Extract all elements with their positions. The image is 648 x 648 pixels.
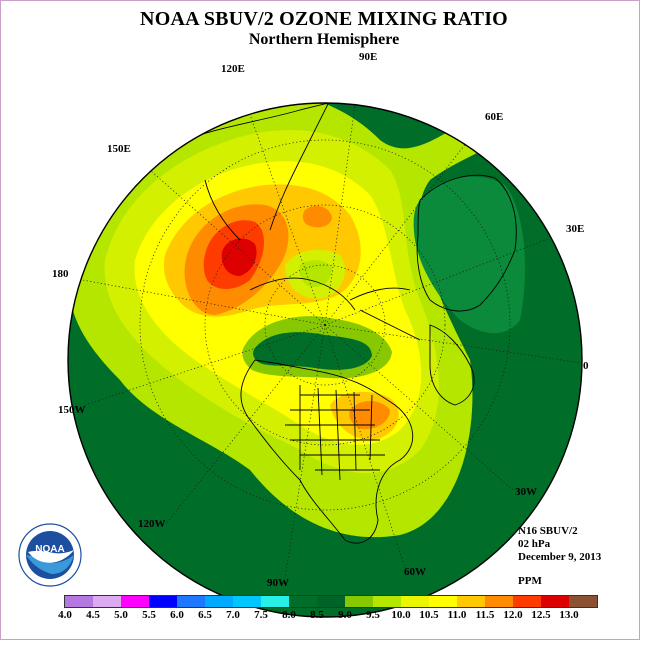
colorbar-swatch bbox=[541, 596, 569, 607]
contour-11-5-north bbox=[302, 205, 332, 228]
map-subtitle: Northern Hemisphere bbox=[248, 31, 400, 48]
colorbar-swatch bbox=[429, 596, 457, 607]
units-label: PPM bbox=[518, 575, 542, 587]
noaa-logo: NOAA bbox=[18, 523, 82, 587]
contour-12-5 bbox=[221, 238, 257, 276]
colorbar-tick-label: 7.5 bbox=[254, 609, 268, 621]
colorbar-tick-label: 13.0 bbox=[559, 609, 579, 621]
lon-label-120e: 120E bbox=[221, 63, 245, 75]
colorbar-tick-label: 9.5 bbox=[366, 609, 380, 621]
graticule bbox=[71, 103, 582, 579]
satellite-label: N16 SBUV/2 bbox=[518, 525, 578, 537]
map-boundary bbox=[67, 102, 583, 618]
contour-11-5-east bbox=[349, 401, 390, 430]
lon-label-150w: 150W bbox=[58, 404, 86, 416]
colorbar-tick-label: 6.5 bbox=[198, 609, 212, 621]
colorbar-tick-label: 10.5 bbox=[419, 609, 439, 621]
atlantic-low bbox=[413, 176, 525, 334]
lon-label-180: 180 bbox=[52, 268, 69, 280]
colorbar-swatch bbox=[457, 596, 485, 607]
date-label: December 9, 2013 bbox=[518, 551, 602, 563]
colorbar-tick-label: 6.0 bbox=[170, 609, 184, 621]
ozone-field bbox=[68, 103, 582, 617]
lon-label-30e: 30E bbox=[566, 223, 585, 235]
colorbar-swatch bbox=[345, 596, 373, 607]
colorbar-swatch bbox=[401, 596, 429, 607]
colorbar-swatch bbox=[65, 596, 93, 607]
lon-label-90e: 90E bbox=[359, 51, 378, 63]
contour-pole-ring-inner bbox=[299, 260, 332, 288]
colorbar-swatch bbox=[149, 596, 177, 607]
colorbar-swatch bbox=[317, 596, 345, 607]
colorbar-swatch bbox=[177, 596, 205, 607]
colorbar-tick-label: 5.5 bbox=[142, 609, 156, 621]
colorbar-swatch bbox=[513, 596, 541, 607]
colorbar-swatch bbox=[233, 596, 261, 607]
colorbar-tick-label: 4.0 bbox=[58, 609, 72, 621]
colorbar-swatch bbox=[93, 596, 121, 607]
colorbar-tick-label: 8.0 bbox=[282, 609, 296, 621]
colorbar-swatch bbox=[205, 596, 233, 607]
lon-label-60e: 60E bbox=[485, 111, 504, 123]
colorbar-tick-label: 10.0 bbox=[391, 609, 411, 621]
colorbar-tick-label: 9.0 bbox=[338, 609, 352, 621]
colorbar-swatch bbox=[569, 596, 597, 607]
colorbar-swatch bbox=[485, 596, 513, 607]
colorbar-tick-label: 5.0 bbox=[114, 609, 128, 621]
colorbar-tick-label: 12.5 bbox=[531, 609, 551, 621]
colorbar-swatch bbox=[261, 596, 289, 607]
lon-label-60w: 60W bbox=[404, 566, 426, 578]
colorbar-tick-label: 7.0 bbox=[226, 609, 240, 621]
lon-label-0: 0 bbox=[583, 360, 589, 372]
coastlines bbox=[199, 103, 517, 544]
colorbar-swatch bbox=[373, 596, 401, 607]
lon-label-30w: 30W bbox=[515, 486, 537, 498]
lon-label-150e: 150E bbox=[107, 143, 131, 155]
colorbar-tick-label: 4.5 bbox=[86, 609, 100, 621]
lon-label-90w: 90W bbox=[267, 577, 289, 589]
colorbar-tick-label: 8.5 bbox=[310, 609, 324, 621]
noaa-logo-text: NOAA bbox=[35, 544, 64, 555]
lon-label-120w: 120W bbox=[138, 518, 166, 530]
colorbar bbox=[64, 595, 598, 608]
colorbar-tick-label: 12.0 bbox=[503, 609, 523, 621]
colorbar-tick-label: 11.5 bbox=[475, 609, 495, 621]
colorbar-swatch bbox=[289, 596, 317, 607]
pressure-level-label: 02 hPa bbox=[518, 538, 551, 550]
map-frame bbox=[0, 0, 640, 640]
colorbar-tick-label: 11.0 bbox=[447, 609, 467, 621]
map-title: NOAA SBUV/2 OZONE MIXING RATIO bbox=[140, 8, 508, 30]
colorbar-swatch bbox=[121, 596, 149, 607]
pole-low-inner bbox=[253, 332, 372, 370]
